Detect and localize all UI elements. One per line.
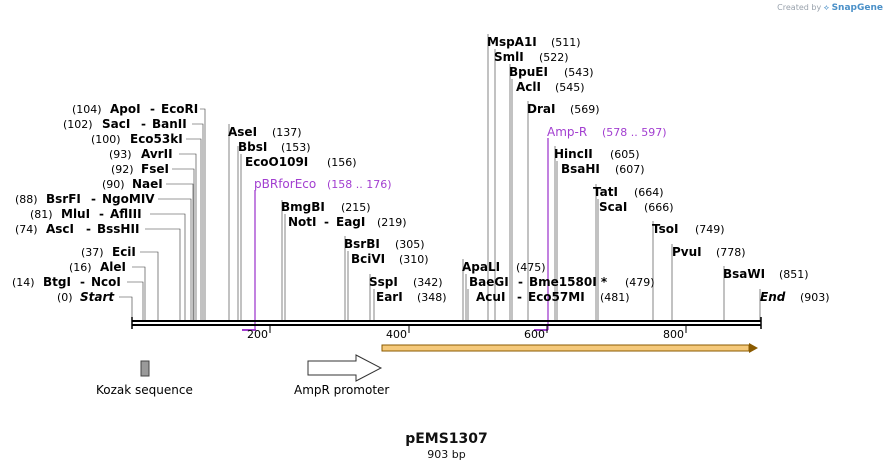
site-sspi[interactable]: SspI (342) (369, 271, 443, 290)
site-mspa1i[interactable]: MspA1I (511) (487, 31, 581, 50)
snapgene-watermark: Created by ⟡ SnapGene (777, 3, 883, 13)
site-apoi-ecori[interactable]: (104) ApoI - EcoRI (72, 98, 198, 117)
site-noti-eagi[interactable]: NotI - EagI (219) (288, 211, 407, 230)
primer-markers (242, 138, 549, 331)
site-bsahi[interactable]: BsaHI (607) (561, 158, 645, 177)
site-end[interactable]: End (903) (760, 286, 830, 305)
feature-kozak[interactable]: Kozak sequence (96, 360, 193, 397)
tick-600: 600 (524, 328, 545, 341)
ampr-promoter-label: AmpR promoter (294, 383, 389, 397)
ampr-cds-arrow[interactable] (381, 343, 758, 353)
site-bmgbi[interactable]: BmgBI (215) (281, 196, 371, 215)
site-scai[interactable]: ScaI (666) (599, 196, 674, 215)
tick-400: 400 (386, 328, 407, 341)
site-bsawi[interactable]: BsaWI (851) (723, 263, 809, 282)
tick-200: 200 (247, 328, 268, 341)
site-apali[interactable]: ApaLI (475) (462, 256, 546, 275)
site-bsrfi-ngomiv[interactable]: (88) BsrFI - NgoMIV (15, 188, 155, 207)
site-ecii[interactable]: (37) EciI (81, 241, 136, 260)
site-smli[interactable]: SmlI (522) (494, 46, 569, 65)
right-site-labels: MspA1I (511) SmlI (522) BpuEI (543) AclI… (462, 31, 830, 305)
watermark-brand: SnapGene (831, 3, 883, 13)
primer-pbrforeco[interactable]: pBRforEco (158 .. 176) (254, 173, 392, 192)
site-baegi-bme1580i[interactable]: BaeGI - Bme1580I * (479) (469, 271, 655, 290)
site-bpuei[interactable]: BpuEI (543) (509, 61, 594, 80)
site-eari[interactable]: EarI (348) (376, 286, 447, 305)
site-drai[interactable]: DraI (569) (527, 98, 600, 117)
site-asei[interactable]: AseI (137) (228, 121, 302, 140)
sequence-backbone (131, 317, 762, 329)
ruler-ticks: 200 400 600 800 (247, 326, 687, 341)
feature-ampr-promoter[interactable]: AmpR promoter (294, 354, 389, 397)
site-eco53ki[interactable]: (100) Eco53kI (91, 128, 183, 147)
site-saci-banii[interactable]: (102) SacI - BanII (63, 113, 187, 132)
site-tati[interactable]: TatI (664) (593, 181, 664, 200)
watermark-prefix: Created by (777, 3, 822, 12)
leader-lines (119, 34, 761, 320)
site-alei[interactable]: (16) AleI (69, 256, 126, 275)
site-asci-bsshii[interactable]: (74) AscI - BssHII (15, 218, 139, 237)
primer-amp-r[interactable]: Amp-R (578 .. 597) (547, 121, 667, 140)
site-pvui[interactable]: PvuI (778) (672, 241, 746, 260)
kozak-label: Kozak sequence (96, 383, 193, 397)
site-mlui-afliii[interactable]: (81) MluI - AflIII (30, 203, 142, 222)
site-tsoi[interactable]: TsoI (749) (652, 218, 725, 237)
plasmid-name: pEMS1307 (405, 431, 488, 447)
site-avrii[interactable]: (93) AvrII (109, 143, 173, 162)
middle-site-labels: AseI (137) BbsI (153) EcoO109I (156) Bmg… (228, 121, 447, 305)
site-naei[interactable]: (90) NaeI (102, 173, 163, 192)
site-btgi-ncoi[interactable]: (14) BtgI - NcoI (12, 271, 121, 290)
site-hincii[interactable]: HincII (605) (554, 143, 640, 162)
site-acui-eco57mi[interactable]: AcuI - Eco57MI (481) (476, 286, 630, 305)
primer-labels: pBRforEco (158 .. 176) Amp-R (578 .. 597… (254, 121, 667, 192)
site-acli[interactable]: AclI (545) (516, 76, 585, 95)
site-start[interactable]: (0) Start (57, 286, 115, 305)
site-bbsi[interactable]: BbsI (153) (238, 136, 311, 155)
snapgene-logo-icon: ⟡ (823, 3, 830, 12)
tick-800: 800 (663, 328, 684, 341)
site-bcivi[interactable]: BciVI (310) (351, 248, 429, 267)
left-site-labels: (104) ApoI - EcoRI (102) SacI - BanII (1… (12, 98, 198, 305)
site-fsei[interactable]: (92) FseI (111, 158, 169, 177)
plasmid-size: 903 bp (427, 448, 466, 461)
site-ecoo109i[interactable]: EcoO109I (156) (245, 151, 357, 170)
site-bsrbi[interactable]: BsrBI (305) (344, 233, 425, 252)
